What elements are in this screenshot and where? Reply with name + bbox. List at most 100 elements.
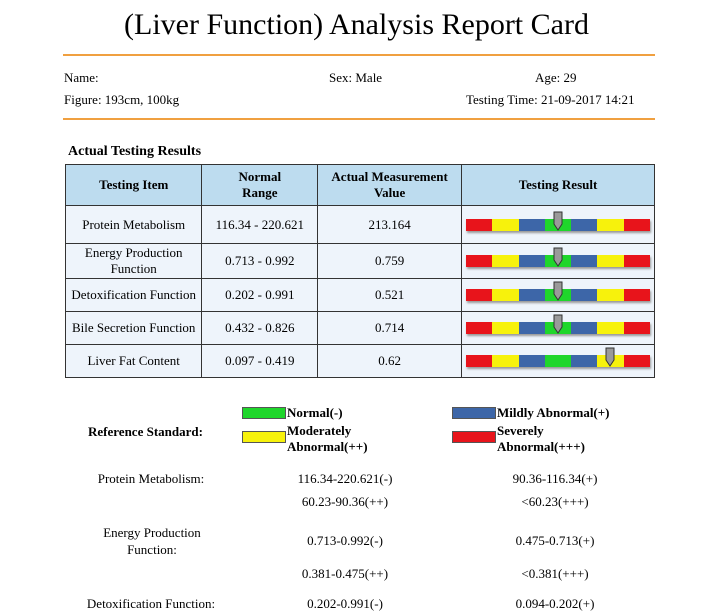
ref-protein-moderate: 60.23-90.36(++) [301,494,389,509]
ref-energy-moderate: 0.381-0.475(++) [301,566,389,581]
gauge-segment [518,322,545,334]
header-testing-result: Testing Result [461,164,655,206]
ref-protein-name: Protein Metabolism: [97,471,205,486]
gauge-pointer-icon [553,247,563,267]
result-gauge-bar [466,281,650,301]
gauge-segment [518,255,545,267]
gauge-segment [623,289,650,301]
sex-info: Sex: Male [329,70,383,85]
name-label: Name: [64,70,99,85]
gauge-segment [623,355,650,367]
header-testing-item: Testing Item [64,164,203,206]
gauge-segment [466,322,493,334]
report-title: (Liver Function) Analysis Report Card [124,8,589,41]
gauge-segment [597,218,624,231]
result-gauge-bar [466,211,650,231]
result-indicator-cell [461,311,655,345]
gauge-segment [571,355,598,367]
result-item: Liver Fat Content [64,344,203,378]
gauge-segment [623,322,650,334]
result-indicator-cell [461,278,655,312]
gauge-segment [544,355,572,367]
result-actual-value: 0.521 [317,278,462,312]
ref-energy-severe: <0.381(+++) [521,566,589,581]
gauge-segment [518,289,545,301]
result-item: Energy Production Function [64,243,203,279]
result-gauge-bar [466,247,650,267]
testing-time: Testing Time: 21-09-2017 14:21 [466,92,635,107]
gauge-segment [492,255,519,267]
result-normal-range: 0.432 - 0.826 [201,311,319,345]
legend-normal-label: Normal(-) [287,405,343,420]
gauge-pointer-icon [553,314,563,334]
table-row: Liver Fat Content 0.097 - 0.419 0.62 [64,344,655,378]
result-indicator-cell [461,344,655,378]
legend-moderate-swatch [242,431,286,443]
gauge-segment [466,218,493,231]
result-normal-range: 116.34 - 220.621 [201,205,319,244]
table-header-row: Testing Item Normal Range Actual Measure… [64,164,655,206]
figure-info: Figure: 193cm, 100kg [64,92,180,107]
gauge-pointer-icon [553,211,563,231]
result-normal-range: 0.713 - 0.992 [201,243,319,279]
result-actual-value: 213.164 [317,205,462,244]
gauge-segment [492,218,519,231]
section-title: Actual Testing Results [68,144,202,159]
header-actual-value: Actual Measurement Value [317,164,462,206]
result-normal-range: 0.097 - 0.419 [201,344,319,378]
gauge-segment [597,322,624,334]
ref-energy-name: Energy Production Function: [103,525,201,557]
gauge-pointer-icon [553,281,563,301]
legend-normal-swatch [242,407,286,419]
gauge-segment [492,289,519,301]
table-row: Bile Secretion Function 0.432 - 0.826 0.71… [64,311,655,345]
legend-mild-label: Mildly Abnormal(+) [497,405,610,420]
legend-severe-label: Severely Abnormal(+++) [497,423,585,454]
gauge-segment [597,255,624,267]
result-actual-value: 0.714 [317,311,462,345]
gauge-segment [571,255,598,267]
results-table: Testing Item Normal Range Actual Measure… [64,164,655,378]
ref-detox-name: Detoxification Function: [86,596,216,611]
gauge-segment [597,289,624,301]
ref-protein-severe: <60.23(+++) [521,494,589,509]
header-normal-range: Normal Range [201,164,319,206]
gauge-segment [623,255,650,267]
result-gauge-bar [466,314,650,334]
result-item: Bile Secretion Function [64,311,203,345]
gauge-segment [466,255,493,267]
gauge-segment [571,322,598,334]
gauge-segment [571,289,598,301]
ref-energy-mild: 0.475-0.713(+) [515,533,595,548]
gauge-segment [518,218,545,231]
ref-detox-mild: 0.094-0.202(+) [515,596,595,611]
gauge-segment [623,218,650,231]
table-row: Protein Metabolism 116.34 - 220.621 213.16… [64,205,655,244]
top-divider [63,54,655,56]
ref-protein-mild: 90.36-116.34(+) [512,471,598,486]
ref-detox-normal: 0.202-0.991(-) [307,596,383,611]
result-item: Protein Metabolism [64,205,203,244]
gauge-segment [492,322,519,334]
result-actual-value: 0.759 [317,243,462,279]
ref-protein-normal: 116.34-220.621(-) [297,471,393,486]
legend-severe-swatch [452,431,496,443]
result-actual-value: 0.62 [317,344,462,378]
result-normal-range: 0.202 - 0.991 [201,278,319,312]
result-indicator-cell [461,205,655,244]
legend-moderate-label: Moderately Abnormal(++) [287,423,368,454]
gauge-segment [492,355,519,367]
ref-energy-normal: 0.713-0.992(-) [307,533,383,548]
gauge-segment [466,289,493,301]
result-item: Detoxification Function [64,278,203,312]
gauge-segment [518,355,545,367]
legend-mild-swatch [452,407,496,419]
gauge-pointer-icon [605,347,615,367]
reference-standard-label: Reference Standard: [88,424,203,439]
info-divider [63,118,655,120]
age-info: Age: 29 [535,70,577,85]
gauge-segment [466,355,493,367]
result-gauge-bar [466,347,650,367]
gauge-segment [571,218,598,231]
table-row: Energy Production Function 0.713 - 0.992 0… [64,243,655,279]
